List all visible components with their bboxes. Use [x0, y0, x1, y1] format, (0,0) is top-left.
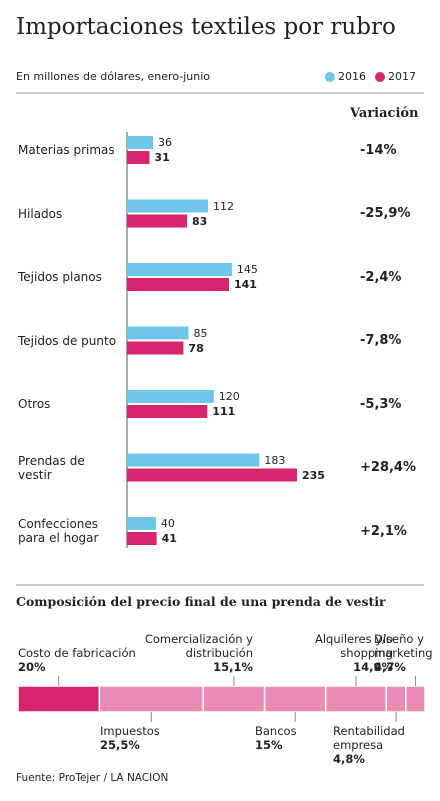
segment-value: 20% — [18, 660, 46, 674]
value-label: 36 — [158, 136, 173, 149]
legend-swatch — [325, 72, 335, 82]
value-label: 83 — [192, 214, 208, 228]
category-label: Hilados — [18, 206, 63, 221]
bar — [127, 263, 232, 276]
variation-label: -5,3% — [360, 396, 402, 412]
value-label: 183 — [264, 453, 286, 467]
variation-label: +2,1% — [360, 523, 407, 539]
segment-name: Impuestos — [100, 724, 160, 738]
value-label: 40 — [160, 517, 175, 530]
segment-value: 14,9% — [353, 660, 393, 674]
segment — [17, 685, 101, 713]
segment-name: Diseño y marketing — [374, 632, 433, 660]
bar — [127, 341, 184, 355]
bar — [127, 278, 229, 291]
segment-label: Comercialización y distribución 15,1% — [128, 632, 253, 674]
chart-title: Importaciones textiles por rubro — [16, 14, 396, 40]
category-label: Tejidos de punto — [18, 333, 117, 348]
segment-name: Alquileres y/o shopping — [314, 632, 393, 660]
value-label: 111 — [212, 405, 236, 418]
segment-value: 4,7% — [374, 660, 406, 674]
bar — [127, 517, 156, 530]
variation-label: -7,8% — [360, 333, 402, 348]
category-label: Materias primas — [18, 143, 115, 157]
variation-title: Variación — [350, 106, 419, 121]
segment — [202, 685, 266, 713]
category-label: Prendas de vestir — [18, 453, 85, 482]
segment-label: Rentabilidad empresa 4,8% — [333, 724, 435, 766]
value-label: 235 — [302, 468, 325, 482]
segment — [98, 685, 204, 713]
segment-name: Costo de fabricación — [18, 646, 136, 660]
segment-value: 25,5% — [100, 738, 140, 752]
segment-label: Bancos 15% — [255, 724, 297, 752]
segment-name: Bancos — [255, 724, 297, 738]
segment — [263, 685, 327, 713]
value-label: 112 — [213, 199, 235, 213]
bar — [127, 326, 189, 340]
bar — [127, 468, 297, 482]
category-label: Confecciones para el hogar — [18, 517, 99, 545]
chart-title: Composición del precio final de una pren… — [16, 594, 386, 609]
category-label: Tejidos planos — [18, 270, 102, 284]
bar — [127, 151, 150, 164]
segment — [324, 685, 388, 713]
segment-label: Costo de fabricación 20% — [18, 646, 136, 674]
variation-label: -25,9% — [360, 206, 411, 221]
subtitle: En millones de dólares, enero-junio — [16, 70, 211, 83]
bar — [127, 453, 260, 467]
value-label: 41 — [161, 532, 177, 545]
segment-value: 15,1% — [213, 660, 253, 674]
value-label: 120 — [218, 390, 240, 403]
value-label: 31 — [154, 151, 170, 164]
bar — [127, 136, 154, 149]
legend-label: 2016 — [338, 70, 366, 83]
segment-label: Alquileres y/o shopping 14,9% — [268, 632, 393, 674]
bar — [127, 405, 208, 418]
value-label: 78 — [188, 341, 204, 355]
source: Fuente: ProTejer / LA NACION — [16, 772, 169, 784]
segment — [385, 685, 407, 713]
segment-name: Rentabilidad empresa — [333, 724, 405, 752]
segment-value: 4,8% — [333, 752, 365, 766]
category-label: Otros — [18, 397, 51, 411]
value-label: 85 — [193, 326, 208, 340]
segment-value: 15% — [255, 738, 283, 752]
value-label: 145 — [236, 263, 258, 276]
bar — [127, 199, 209, 213]
legend-swatch — [375, 72, 385, 82]
segment-label: Impuestos 25,5% — [100, 724, 160, 752]
bar — [127, 532, 157, 545]
variation-label: +28,4% — [360, 460, 416, 475]
bar — [127, 390, 214, 403]
bar — [127, 214, 188, 228]
value-label: 141 — [234, 278, 257, 291]
segment-name: Comercialización y distribución — [144, 632, 253, 660]
segment — [405, 685, 426, 713]
legend-label: 2017 — [388, 70, 416, 83]
variation-label: -14% — [360, 142, 397, 158]
variation-label: -2,4% — [360, 269, 402, 285]
segment-label: Diseño y marketing 4,7% — [374, 632, 435, 674]
